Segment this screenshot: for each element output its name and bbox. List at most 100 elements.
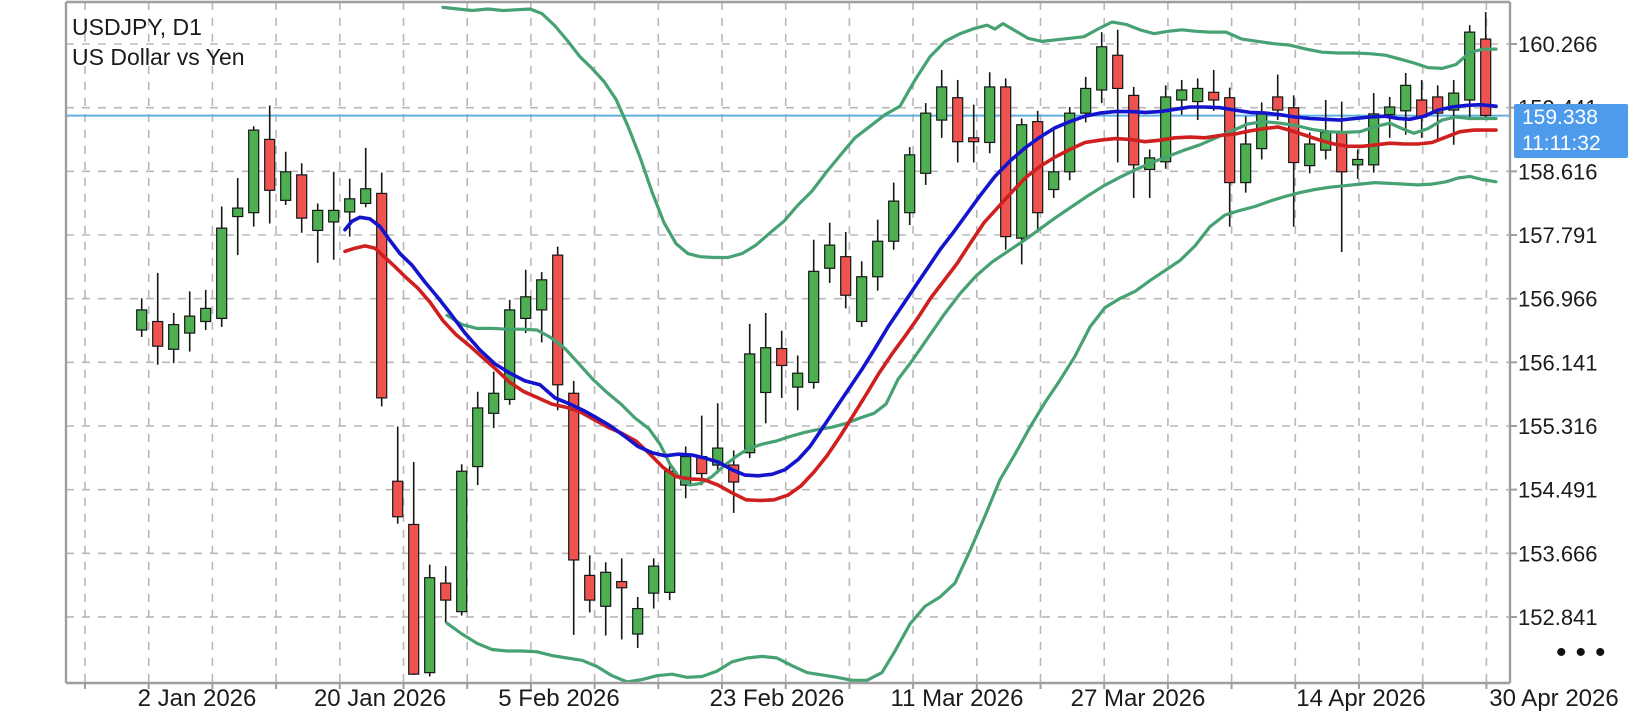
date-axis-label: 20 Jan 2026 bbox=[314, 685, 446, 712]
axis-ticks bbox=[84, 43, 1517, 689]
candle bbox=[504, 299, 516, 405]
candle bbox=[472, 391, 484, 486]
candle bbox=[696, 415, 708, 486]
ma-red-line bbox=[343, 125, 1498, 503]
quote-time-value: 11:11:32 bbox=[1522, 132, 1601, 155]
candle bbox=[632, 597, 644, 648]
candle bbox=[344, 178, 356, 237]
ma-blue-line bbox=[343, 102, 1498, 478]
candle bbox=[184, 291, 196, 352]
candle bbox=[648, 558, 660, 609]
candle bbox=[1304, 132, 1316, 174]
candle bbox=[280, 151, 292, 205]
candle bbox=[248, 126, 260, 227]
candle bbox=[1272, 74, 1284, 121]
chart-border bbox=[64, 0, 1512, 685]
candle bbox=[1112, 29, 1124, 163]
candle bbox=[616, 558, 628, 640]
candle bbox=[552, 246, 564, 411]
date-axis-label: 14 Apr 2026 bbox=[1296, 685, 1425, 712]
candle bbox=[216, 206, 228, 327]
candle bbox=[264, 105, 276, 224]
candle bbox=[1368, 93, 1380, 173]
candle bbox=[776, 330, 788, 398]
candle bbox=[1336, 101, 1348, 253]
candle bbox=[488, 371, 500, 428]
chart-title-block: USDJPY, D1 US Dollar vs Yen bbox=[72, 12, 245, 72]
price-axis-label: 157.791 bbox=[1518, 223, 1598, 248]
date-axis-labels: 2 Jan 2026 20 Jan 2026 5 Feb 2026 23 Feb 20… bbox=[138, 685, 1619, 712]
candle bbox=[408, 461, 420, 675]
date-axis-label: 30 Apr 2026 bbox=[1489, 685, 1618, 712]
price-axis-label: 160.266 bbox=[1518, 32, 1598, 57]
more-options-icon[interactable]: ••• bbox=[1556, 636, 1615, 669]
candle bbox=[1128, 86, 1140, 199]
candle bbox=[328, 171, 340, 260]
candle bbox=[232, 177, 244, 256]
candle bbox=[920, 103, 932, 185]
candle bbox=[440, 566, 452, 623]
candle bbox=[584, 555, 596, 613]
candle bbox=[1192, 78, 1204, 121]
candle bbox=[824, 222, 836, 283]
candle bbox=[456, 464, 468, 616]
candle bbox=[952, 79, 964, 163]
candle bbox=[872, 219, 884, 291]
bollinger-lower-line bbox=[445, 174, 1498, 683]
price-axis-label: 158.616 bbox=[1518, 159, 1598, 184]
price-axis-label: 154.491 bbox=[1518, 478, 1598, 503]
bollinger-middle-line bbox=[445, 115, 1498, 487]
date-axis-label: 5 Feb 2026 bbox=[498, 685, 619, 712]
candle bbox=[760, 313, 772, 424]
price-axis-labels: 160.266159.441158.616157.791156.966156.1… bbox=[1518, 32, 1598, 630]
candle bbox=[1208, 69, 1220, 111]
candle bbox=[808, 239, 820, 389]
candle bbox=[1240, 116, 1252, 193]
date-axis-label: 27 Mar 2026 bbox=[1071, 685, 1206, 712]
current-price-badge: 159.338 11:11:32 bbox=[1514, 104, 1628, 158]
candle bbox=[1064, 106, 1076, 181]
candle bbox=[600, 562, 612, 636]
candle bbox=[840, 231, 852, 309]
candle bbox=[152, 272, 164, 365]
candle bbox=[168, 313, 180, 364]
candle bbox=[520, 269, 532, 334]
candle bbox=[968, 104, 980, 163]
candle bbox=[1160, 85, 1172, 169]
candle bbox=[312, 203, 324, 263]
candle bbox=[1400, 73, 1412, 135]
candle bbox=[536, 272, 548, 343]
candle bbox=[376, 172, 388, 407]
symbol-description-label: US Dollar vs Yen bbox=[72, 44, 245, 70]
candle bbox=[1048, 127, 1060, 199]
candle bbox=[984, 72, 996, 154]
candle bbox=[904, 147, 916, 226]
candle bbox=[1096, 32, 1108, 104]
candle bbox=[392, 426, 404, 524]
candle bbox=[1480, 12, 1492, 119]
price-axis-label: 155.316 bbox=[1518, 414, 1598, 439]
price-axis-label: 153.666 bbox=[1518, 541, 1598, 566]
candle bbox=[424, 564, 436, 677]
candle bbox=[200, 289, 212, 330]
date-axis-label: 11 Mar 2026 bbox=[891, 685, 1024, 712]
candle bbox=[136, 298, 148, 337]
indicators-layer bbox=[343, 5, 1498, 683]
candle bbox=[888, 182, 900, 250]
date-axis-label: 2 Jan 2026 bbox=[138, 685, 257, 712]
candle bbox=[296, 163, 308, 233]
price-axis-label: 152.841 bbox=[1518, 605, 1598, 630]
bollinger-upper-line bbox=[441, 5, 1498, 260]
candle bbox=[664, 462, 676, 601]
price-axis-label: 156.966 bbox=[1518, 287, 1598, 312]
candle bbox=[568, 380, 580, 635]
candle bbox=[792, 355, 804, 411]
current-price-value: 159.338 bbox=[1522, 106, 1598, 129]
date-axis-label: 23 Feb 2026 bbox=[710, 685, 845, 712]
candle bbox=[936, 69, 948, 138]
candle bbox=[1352, 149, 1364, 179]
price-axis-label: 156.141 bbox=[1518, 350, 1598, 375]
candle bbox=[1432, 85, 1444, 141]
